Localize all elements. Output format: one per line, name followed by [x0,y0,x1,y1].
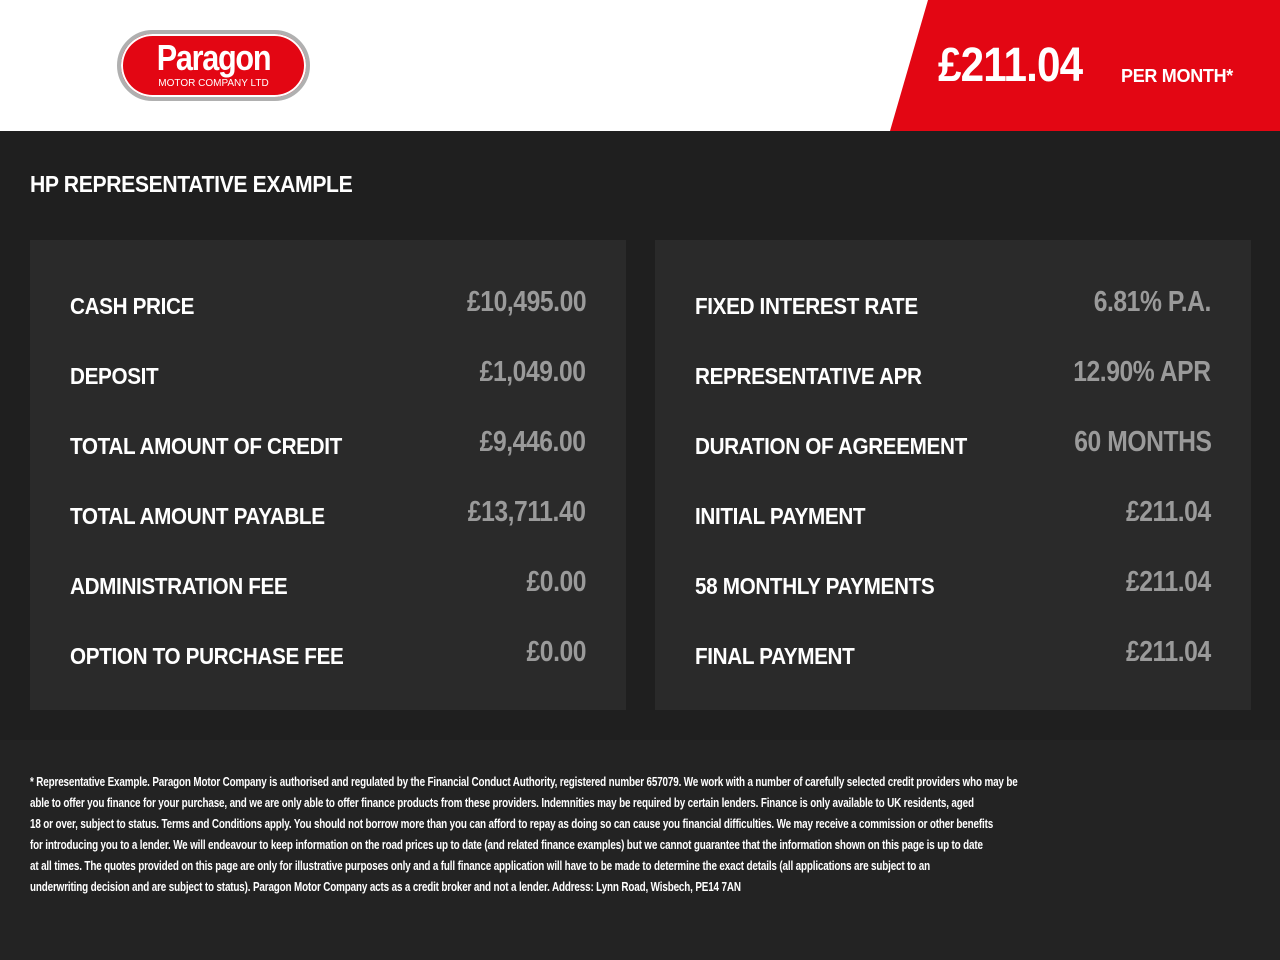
finance-row: TOTAL AMOUNT PAYABLE £13,711.40 [70,496,586,566]
monthly-price: £211.04 [938,39,1083,92]
finance-label: TOTAL AMOUNT OF CREDIT [70,433,342,459]
disclaimer-line: at all times. The quotes provided on thi… [30,858,930,873]
finance-row: DURATION OF AGREEMENT 60 MONTHS [695,426,1211,496]
logo-subtext: MOTOR COMPANY LTD [158,78,269,89]
disclaimer-line: able to offer you finance for your purch… [30,795,974,810]
finance-row: FIXED INTEREST RATE 6.81% P.A. [695,286,1211,356]
finance-value: £0.00 [526,566,586,598]
disclaimer: * Representative Example. Paragon Motor … [0,740,1280,960]
finance-row: 58 MONTHLY PAYMENTS £211.04 [695,566,1211,636]
finance-value: £211.04 [1126,566,1211,598]
right-finance-panel: FIXED INTEREST RATE 6.81% P.A. REPRESENTAT… [655,240,1251,710]
finance-value: £9,446.00 [480,426,586,458]
disclaimer-line: for introducing you to a lender. We will… [30,837,983,852]
finance-row: INITIAL PAYMENT £211.04 [695,496,1211,566]
finance-value: 12.90% APR [1073,356,1212,388]
finance-label: TOTAL AMOUNT PAYABLE [70,503,325,529]
disclaimer-line: 18 or over, subject to status. Terms and… [30,816,994,831]
header: Paragon MOTOR COMPANY LTD £211.04 PER MO… [0,0,1280,131]
finance-value: £1,049.00 [480,356,586,388]
finance-value: £211.04 [1126,636,1211,668]
finance-label: DEPOSIT [70,363,159,389]
logo-text: Paragon [156,37,272,78]
finance-row: FINAL PAYMENT £211.04 [695,636,1211,706]
finance-value: £0.00 [526,636,586,668]
left-finance-panel: CASH PRICE £10,495.00 DEPOSIT £1,049.00 TOTA… [30,240,626,710]
finance-row: TOTAL AMOUNT OF CREDIT £9,446.00 [70,426,586,496]
finance-value: 6.81% P.A. [1093,286,1212,318]
finance-label: CASH PRICE [70,293,195,319]
per-month-label: PER MONTH* [1121,66,1234,86]
finance-row: REPRESENTATIVE APR 12.90% APR [695,356,1211,426]
finance-row: ADMINISTRATION FEE £0.00 [70,566,586,636]
finance-label: OPTION TO PURCHASE FEE [70,643,344,669]
finance-row: OPTION TO PURCHASE FEE £0.00 [70,636,586,706]
finance-value: 60 MONTHS [1073,426,1212,458]
finance-label: INITIAL PAYMENT [695,503,866,529]
monthly-price-banner: £211.04 PER MONTH* [890,0,1280,131]
page-title: HP REPRESENTATIVE EXAMPLE [30,171,353,197]
disclaimer-line: * Representative Example. Paragon Motor … [30,774,1018,789]
disclaimer-line: underwriting decision and are subject to… [30,879,741,894]
finance-value: £13,711.40 [468,496,586,528]
finance-label: FINAL PAYMENT [695,643,855,669]
finance-label: ADMINISTRATION FEE [70,573,288,599]
paragon-logo[interactable]: Paragon MOTOR COMPANY LTD [117,30,310,101]
finance-row: DEPOSIT £1,049.00 [70,356,586,426]
finance-row: CASH PRICE £10,495.00 [70,286,586,356]
finance-value: £211.04 [1126,496,1211,528]
finance-label: 58 MONTHLY PAYMENTS [695,573,935,599]
finance-label: FIXED INTEREST RATE [695,293,918,319]
finance-label: REPRESENTATIVE APR [695,363,922,389]
finance-label: DURATION OF AGREEMENT [695,433,967,459]
finance-value: £10,495.00 [466,286,587,318]
